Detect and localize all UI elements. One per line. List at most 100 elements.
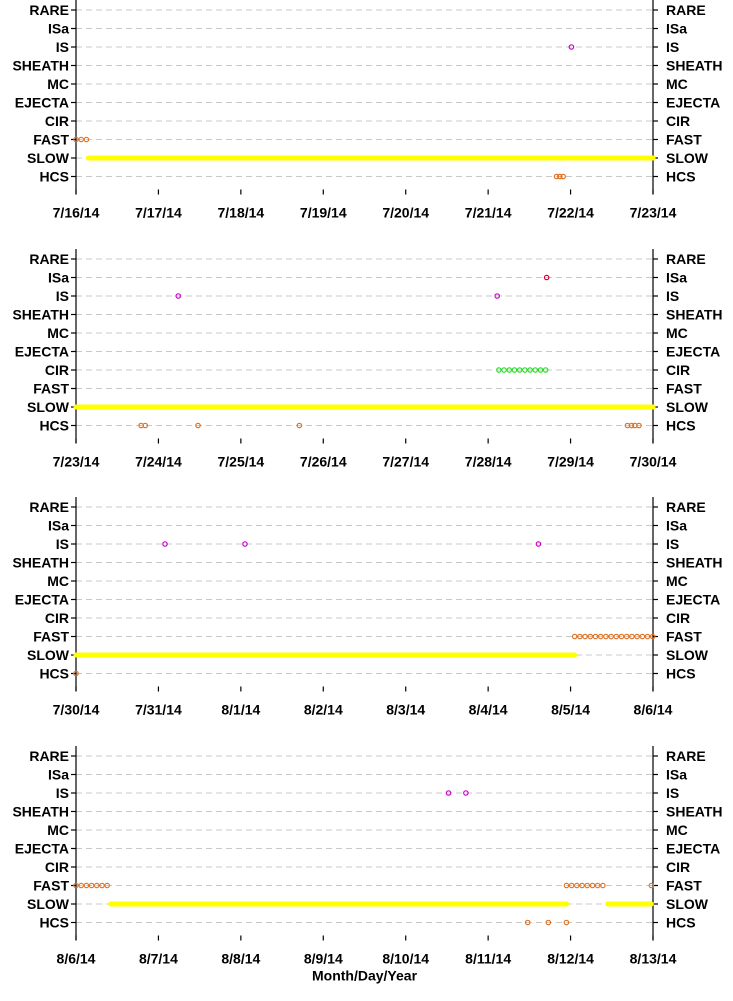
data-point-hcs [553, 173, 560, 180]
y-tick-label-left: EJECTA [15, 344, 69, 360]
data-point-fast [83, 136, 90, 143]
y-tick-label-right: ISa [666, 270, 687, 286]
y-tick-label-left: ISa [48, 518, 69, 534]
y-tick-label-right: EJECTA [666, 592, 720, 608]
y-tick-label-right: IS [666, 536, 679, 552]
x-tick-label: 7/30/14 [53, 702, 100, 718]
data-point-cir [537, 367, 544, 373]
x-tick-label: 7/30/14 [630, 454, 677, 470]
x-tick-label: 8/9/14 [304, 951, 343, 967]
data-point-fast [613, 633, 620, 640]
y-tick-label-left: FAST [33, 132, 69, 148]
data-point-hcs [557, 173, 563, 180]
y-tick-label-left: CIR [45, 610, 69, 626]
data-point-is [535, 541, 542, 547]
x-tick-label: 8/3/14 [386, 702, 425, 718]
y-tick-label-right: SLOW [666, 399, 709, 415]
y-tick-label-left: CIR [45, 859, 69, 875]
data-point-fast [94, 882, 100, 889]
data-point-fast [563, 882, 570, 889]
data-point-cir [501, 367, 507, 373]
data-point-fast [73, 136, 79, 143]
data-point-fast [568, 882, 575, 889]
y-tick-label-left: FAST [33, 878, 69, 894]
y-tick-label-right: FAST [666, 381, 702, 397]
y-tick-label-left: SHEATH [12, 58, 69, 74]
data-point-fast [99, 882, 105, 889]
data-point-fast [78, 882, 84, 889]
x-tick-label: 7/27/14 [382, 454, 429, 470]
x-tick-label: 8/4/14 [469, 702, 508, 718]
x-tick-label: 8/8/14 [221, 951, 260, 967]
x-tick-label: 8/1/14 [221, 702, 260, 718]
data-point-fast [577, 633, 583, 640]
y-tick-label-right: SHEATH [666, 58, 723, 74]
y-tick-label-left: SHEATH [12, 804, 69, 820]
y-tick-label-right: IS [666, 288, 679, 304]
chart-panel-4: RARE RARE ISa ISa IS IS SHEATH SHEATH MC MC EJECTA… [12, 746, 723, 984]
data-point-fast [104, 882, 110, 889]
data-point-fast [587, 633, 594, 640]
y-tick-label-right: CIR [666, 859, 690, 875]
y-tick-label-right: EJECTA [666, 344, 720, 360]
x-tick-label: 7/20/14 [382, 205, 429, 221]
x-tick-label: 8/5/14 [551, 702, 590, 718]
y-tick-label-right: IS [666, 785, 679, 801]
y-tick-label-left: CIR [45, 362, 69, 378]
data-point-fast [618, 633, 625, 640]
data-point-hcs [628, 422, 635, 429]
data-point-fast [582, 633, 588, 640]
y-tick-label-left: HCS [39, 418, 69, 434]
y-tick-label-left: MC [47, 76, 69, 92]
y-tick-label-right: ISa [666, 767, 687, 783]
y-tick-label-right: ISa [666, 21, 687, 37]
y-tick-label-right: RARE [666, 2, 706, 18]
y-tick-label-left: RARE [29, 499, 69, 515]
x-tick-label: 8/12/14 [547, 951, 594, 967]
y-tick-label-left: SLOW [27, 647, 70, 663]
x-tick-label: 7/24/14 [135, 454, 182, 470]
y-tick-label-right: RARE [666, 499, 706, 515]
data-point-hcs [545, 919, 552, 926]
x-tick-label: 7/26/14 [300, 454, 347, 470]
y-tick-label-left: SHEATH [12, 555, 69, 571]
data-point-fast [648, 882, 655, 889]
data-point-fast [600, 882, 606, 889]
y-tick-label-right: HCS [666, 666, 696, 682]
y-tick-label-left: MC [47, 325, 69, 341]
x-tick-label: 8/10/14 [382, 951, 429, 967]
data-point-fast [649, 633, 656, 640]
data-point-fast [88, 882, 95, 889]
y-tick-label-right: EJECTA [666, 841, 720, 857]
data-point-hcs [636, 422, 642, 429]
data-point-hcs [560, 173, 566, 180]
y-tick-label-left: RARE [29, 748, 69, 764]
y-tick-label-left: RARE [29, 251, 69, 267]
y-tick-label-right: HCS [666, 915, 696, 931]
y-tick-label-left: ISa [48, 21, 69, 37]
x-axis-title: Month/Day/Year [312, 968, 418, 984]
data-point-fast [629, 633, 635, 640]
data-point-cir [522, 367, 528, 373]
y-tick-label-right: MC [666, 325, 688, 341]
x-tick-label: 7/29/14 [547, 454, 594, 470]
data-point-hcs [73, 670, 79, 677]
data-point-is [162, 541, 168, 547]
y-tick-label-left: SLOW [27, 399, 70, 415]
x-tick-label: 7/31/14 [135, 702, 182, 718]
x-tick-label: 7/16/14 [53, 205, 100, 221]
y-tick-label-right: FAST [666, 132, 702, 148]
x-tick-label: 8/13/14 [630, 951, 677, 967]
y-tick-label-left: FAST [33, 629, 69, 645]
data-point-is [494, 293, 501, 299]
data-point-fast [574, 882, 580, 889]
y-tick-label-left: EJECTA [15, 95, 69, 111]
chart-panel-1: RARE RARE ISa ISa IS IS SHEATH SHEATH MC MC EJECTA… [12, 0, 723, 221]
y-tick-label-left: ISa [48, 767, 69, 783]
y-tick-label-left: FAST [33, 381, 69, 397]
data-point-fast [571, 633, 578, 640]
x-tick-label: 7/28/14 [465, 454, 512, 470]
data-point-is [242, 541, 248, 547]
y-tick-label-left: SLOW [27, 896, 70, 912]
